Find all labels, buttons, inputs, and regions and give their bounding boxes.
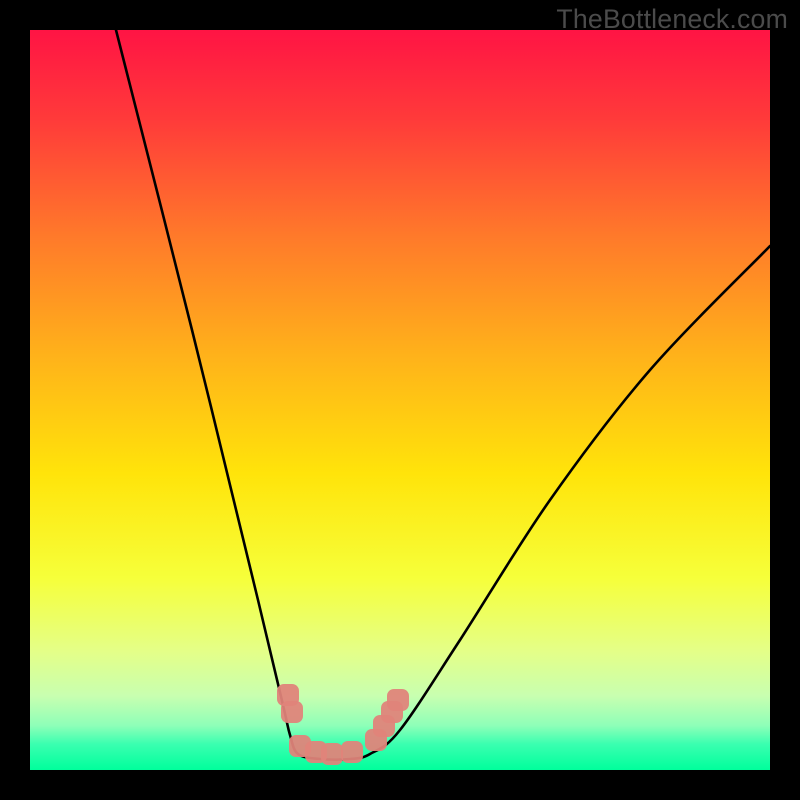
bottleneck-curve bbox=[116, 30, 770, 760]
curve-marker bbox=[341, 741, 363, 763]
chart-root: TheBottleneck.com bbox=[0, 0, 800, 800]
watermark-text: TheBottleneck.com bbox=[556, 4, 788, 35]
curve-marker bbox=[281, 701, 303, 723]
curve-marker bbox=[387, 689, 409, 711]
marker-group bbox=[277, 684, 409, 765]
curve-layer bbox=[30, 30, 770, 770]
plot-area bbox=[30, 30, 770, 770]
curve-marker bbox=[321, 743, 343, 765]
